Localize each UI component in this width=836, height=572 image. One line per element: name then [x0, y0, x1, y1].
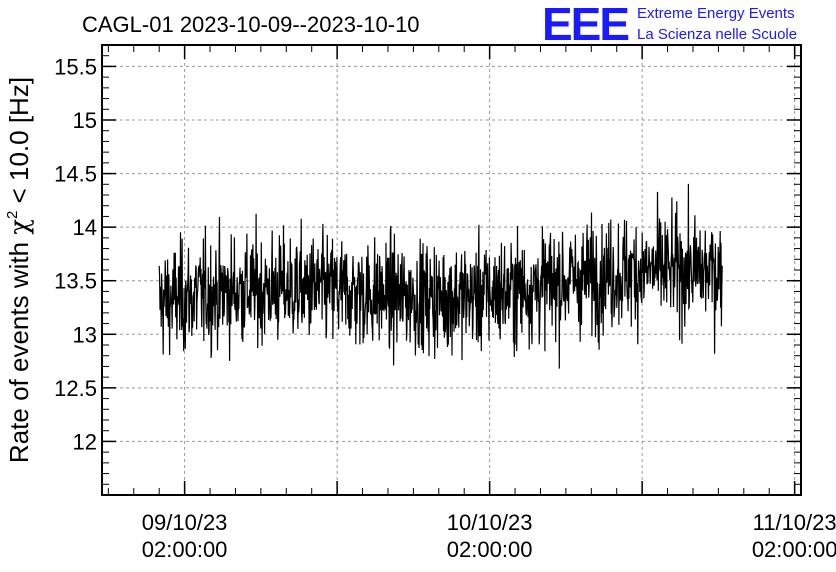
x-tick-label-date: 11/10/23 [753, 510, 836, 535]
y-tick-label: 14 [73, 215, 97, 240]
y-tick-label: 12.5 [54, 376, 97, 401]
y-tick-labels: 12 12.5 13 13.5 14 14.5 15 15.5 [54, 54, 97, 454]
y-tick-label: 15 [73, 108, 97, 133]
y-tick-label: 13.5 [54, 269, 97, 294]
logo-line-2: La Scienza nelle Scuole [637, 26, 797, 43]
logo-mark: EEE [542, 0, 628, 50]
y-tick-label: 14.5 [54, 162, 97, 187]
x-tick-label-time: 02:00:00 [752, 537, 836, 562]
x-tick-label-date: 10/10/23 [447, 510, 533, 535]
rate-series-line [158, 183, 723, 369]
y-axis-label-sup: 2 [4, 211, 21, 219]
x-tick-label-date: 09/10/23 [142, 510, 228, 535]
logo-line-1: Extreme Energy Events [637, 5, 795, 22]
plot-frame [101, 44, 802, 496]
x-tick-labels: 09/10/2302:00:0010/10/2302:00:0011/10/23… [142, 510, 836, 562]
x-tick-label-time: 02:00:00 [447, 537, 533, 562]
axis-ticks [102, 44, 801, 496]
series-line-group [158, 183, 723, 369]
y-axis-label-chi: χ [5, 219, 35, 235]
y-axis-label: Rate of events with χ2 < 10.0 [Hz] [4, 77, 35, 463]
y-tick-label: 13 [73, 322, 97, 347]
y-axis-label-prefix: Rate of events with [4, 235, 34, 463]
x-tick-label-time: 02:00:00 [142, 537, 228, 562]
chart-title: CAGL-01 2023-10-09--2023-10-10 [82, 12, 420, 37]
y-tick-label: 12 [73, 429, 97, 454]
eee-logo: EEE Extreme Energy Events La Scienza nel… [542, 0, 797, 50]
y-axis-label-suffix: < 10.0 [Hz] [4, 77, 34, 211]
y-tick-label: 15.5 [54, 54, 97, 79]
